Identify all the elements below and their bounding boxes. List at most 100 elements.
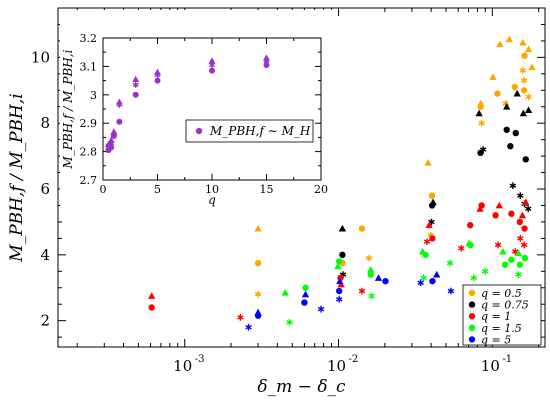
data-point	[358, 287, 366, 295]
data-point	[281, 289, 289, 296]
data-point	[528, 63, 536, 71]
data-point	[367, 265, 375, 273]
inset-x-tick-label: 0	[100, 183, 107, 196]
data-point	[515, 271, 522, 278]
data-point	[522, 198, 530, 206]
data-point	[148, 292, 156, 299]
x-tick-exponent: -2	[349, 354, 359, 365]
data-point	[338, 224, 347, 232]
data-point	[335, 295, 343, 303]
data-point	[501, 261, 509, 268]
data-point	[477, 149, 484, 157]
data-point	[417, 279, 424, 287]
data-point	[505, 35, 514, 43]
series	[338, 89, 533, 278]
inset-legend-box	[185, 119, 314, 143]
y-axis-title: M_PBH,f / M_PBH,i	[7, 93, 27, 262]
inset-data-point	[132, 81, 139, 89]
data-point	[470, 274, 478, 282]
data-point	[418, 247, 427, 255]
inset-data-point	[209, 67, 215, 74]
inset-data-point	[154, 71, 161, 79]
inset-legend-label: M_PBH,f ∼ M_H	[209, 124, 311, 138]
data-point	[481, 267, 489, 275]
data-point	[317, 305, 325, 313]
data-point	[478, 119, 485, 127]
data-point	[433, 270, 441, 278]
data-point	[499, 247, 507, 255]
legend-label: q = 1.5	[481, 322, 522, 335]
data-point	[524, 205, 532, 213]
data-point	[458, 244, 465, 252]
data-point	[495, 201, 503, 209]
inset-x-tick-label: 20	[314, 183, 328, 196]
data-point	[286, 318, 293, 326]
data-point	[519, 38, 527, 46]
data-point	[492, 212, 499, 219]
data-point	[521, 254, 529, 262]
data-point	[339, 251, 346, 259]
inset-data-point	[132, 91, 139, 98]
legend: q = 0.5q = 0.75q = 1q = 1.5q = 5	[462, 284, 542, 346]
data-point	[334, 262, 342, 270]
x-tick-exponent: -1	[502, 354, 512, 365]
legend-marker	[468, 324, 476, 331]
data-point	[358, 225, 366, 232]
legend-label: q = 0.5	[481, 287, 522, 300]
inset-y-tick-label: 2.8	[80, 146, 98, 159]
data-point	[503, 126, 510, 133]
data-point	[525, 93, 532, 101]
inset-background	[60, 10, 333, 208]
inset-data-point	[116, 101, 123, 108]
data-point	[424, 159, 432, 166]
data-point	[513, 89, 521, 97]
y-tick-label: 8	[40, 114, 50, 132]
inset-data-point	[105, 142, 112, 150]
data-point	[428, 192, 436, 199]
inset-y-tick-label: 3.2	[80, 32, 98, 45]
data-point	[522, 156, 529, 163]
data-point	[511, 83, 519, 91]
inset-data-point	[116, 118, 123, 125]
x-tick-exponent: -3	[195, 354, 205, 365]
data-point	[517, 192, 524, 199]
data-point	[518, 211, 527, 219]
data-point	[245, 323, 252, 331]
data-point	[365, 254, 373, 262]
x-tick-label: 10	[327, 357, 346, 375]
data-point	[512, 129, 519, 137]
data-point	[423, 238, 431, 246]
x-axis-title: δ_m − δ_c	[257, 377, 346, 397]
plot-frame	[57, 7, 546, 348]
data-point	[429, 277, 436, 285]
inset-data-point	[208, 61, 216, 69]
data-point	[335, 258, 343, 265]
inset-x-tick-label: 5	[154, 183, 161, 196]
data-point	[447, 287, 455, 295]
data-point	[494, 241, 502, 249]
data-point	[514, 249, 523, 257]
legend-marker	[468, 289, 476, 297]
data-point	[479, 146, 487, 153]
data-point	[516, 218, 524, 226]
data-point	[520, 241, 528, 249]
data-point	[524, 45, 533, 53]
y-tick-label: 10	[31, 48, 50, 66]
data-point	[503, 103, 511, 110]
data-point	[494, 90, 501, 97]
inset-data-point	[208, 57, 216, 64]
data-point	[489, 73, 497, 81]
x-tick-label: 10	[481, 357, 500, 375]
inset-y-axis-title: M_PBH,f / M_PBH,i	[61, 49, 75, 169]
inset-data-point	[154, 77, 161, 84]
legend-marker	[468, 336, 476, 343]
data-point	[301, 299, 308, 306]
data-point	[254, 290, 262, 298]
y-tick-label: 2	[40, 312, 50, 330]
inset-y-tick-label: 3	[90, 89, 97, 102]
inset-y-tick-label: 3.1	[80, 60, 98, 73]
inset-plot: 2.7 2.8 2.9 3 3.1 3.2 0 5 10 15 20 q M_PBH,f / M_PBH…	[60, 10, 333, 208]
data-point	[524, 106, 533, 113]
data-point	[520, 77, 528, 84]
